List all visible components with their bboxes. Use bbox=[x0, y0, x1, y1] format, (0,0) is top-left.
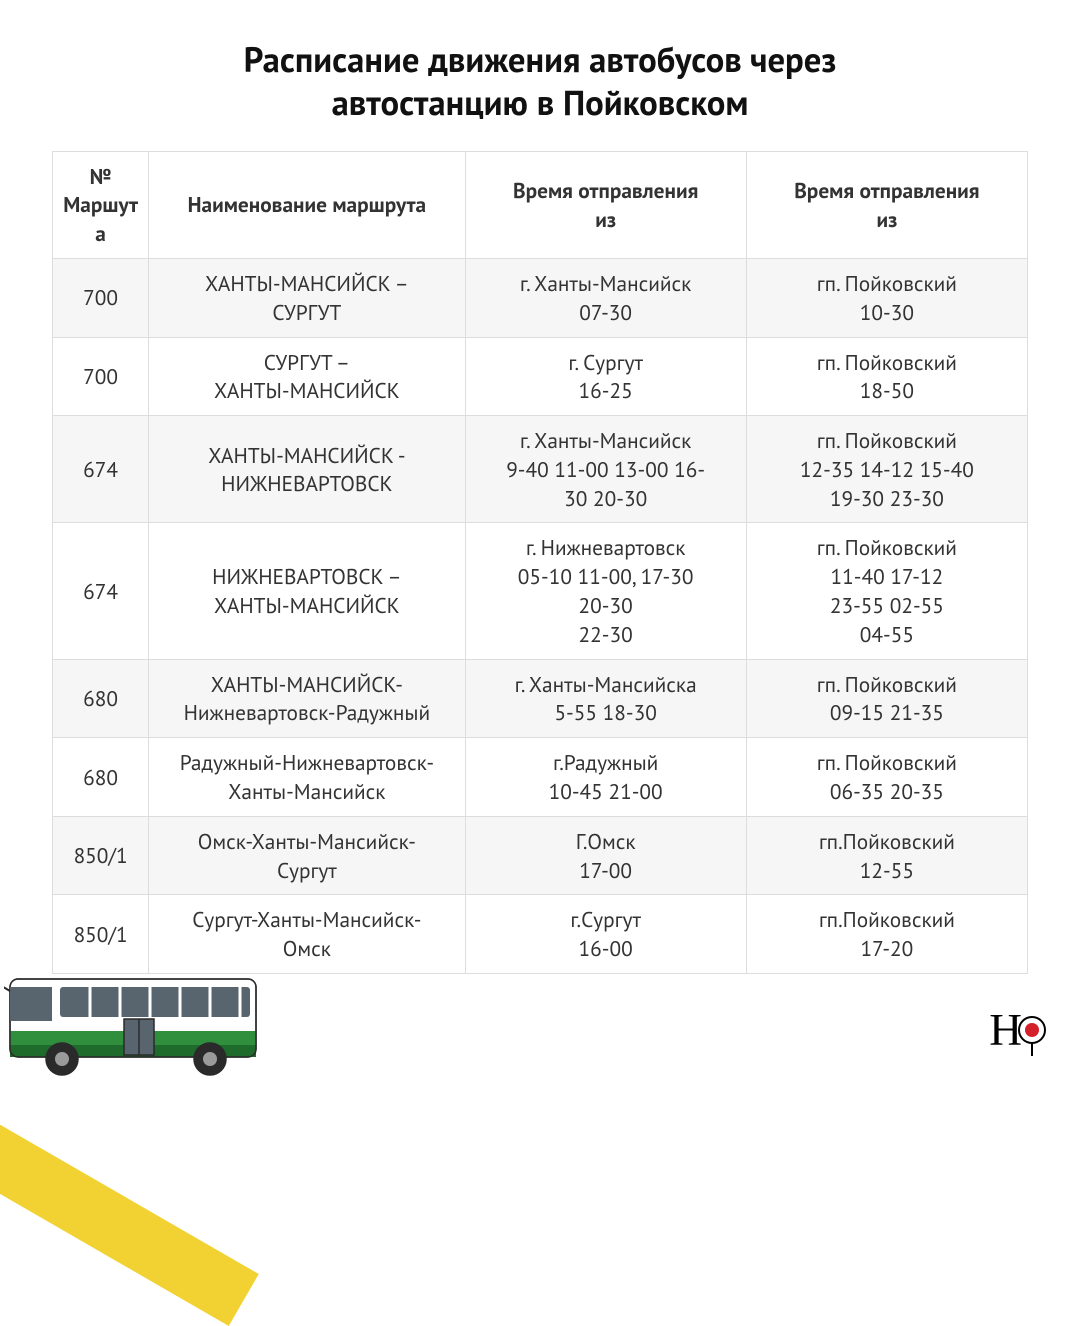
table-cell: 700 bbox=[53, 337, 149, 416]
table-cell: гп.Пойковский17-20 bbox=[746, 895, 1027, 974]
table-cell: 680 bbox=[53, 659, 149, 738]
logo-dot bbox=[1025, 1023, 1039, 1037]
table-cell: гп. Пойковский11-40 17-1223-55 02-5504-5… bbox=[746, 523, 1027, 659]
title-line-1: Расписание движения автобусов через bbox=[244, 37, 837, 82]
table-cell: Г.Омск17-00 bbox=[465, 816, 746, 895]
table-cell: 700 bbox=[53, 259, 149, 338]
logo-mark-icon bbox=[1018, 1016, 1046, 1044]
table-row: 700ХАНТЫ-МАНСИЙСК –СУРГУТг. Ханты-Мансий… bbox=[53, 259, 1028, 338]
column-header: Время отправленияиз bbox=[746, 151, 1027, 258]
table-cell: г. Нижневартовск05-10 11-00, 17-3020-302… bbox=[465, 523, 746, 659]
table-cell: СУРГУТ –ХАНТЫ-МАНСИЙСК bbox=[149, 337, 465, 416]
table-cell: г.Сургут16-00 bbox=[465, 895, 746, 974]
table-cell: 680 bbox=[53, 738, 149, 817]
table-cell: ХАНТЫ-МАНСИЙСК -НИЖНЕВАРТОВСК bbox=[149, 416, 465, 523]
title-line-2: автостанцию в Пойковском bbox=[332, 80, 749, 125]
bus-icon bbox=[4, 961, 264, 1086]
table-cell: г.Радужный10-45 21-00 bbox=[465, 738, 746, 817]
table-cell: 674 bbox=[53, 523, 149, 659]
table-cell: гп. Пойковский09-15 21-35 bbox=[746, 659, 1027, 738]
page-title: Расписание движения автобусов через авто… bbox=[52, 38, 1028, 125]
table-row: 674НИЖНЕВАРТОВСК –ХАНТЫ-МАНСИЙСКг. Нижне… bbox=[53, 523, 1028, 659]
table-cell: г. Сургут16-25 bbox=[465, 337, 746, 416]
table-cell: гп.Пойковский12-55 bbox=[746, 816, 1027, 895]
schedule-table: №МаршутаНаименование маршрутаВремя отпра… bbox=[52, 151, 1028, 974]
yellow-stripe-decoration bbox=[0, 1064, 259, 1326]
table-cell: ХАНТЫ-МАНСИЙСК –СУРГУТ bbox=[149, 259, 465, 338]
table-cell: гп. Пойковский10-30 bbox=[746, 259, 1027, 338]
table-cell: гп. Пойковский06-35 20-35 bbox=[746, 738, 1027, 817]
table-cell: ХАНТЫ-МАНСИЙСК-Нижневартовск-Радужный bbox=[149, 659, 465, 738]
table-header: №МаршутаНаименование маршрутаВремя отпра… bbox=[53, 151, 1028, 258]
table-row: 680ХАНТЫ-МАНСИЙСК-Нижневартовск-Радужный… bbox=[53, 659, 1028, 738]
table-cell: Радужный-Нижневартовск-Ханты-Мансийск bbox=[149, 738, 465, 817]
table-cell: гп. Пойковский18-50 bbox=[746, 337, 1027, 416]
page: Расписание движения автобусов через авто… bbox=[0, 0, 1080, 1080]
table-cell: г. Ханты-Мансийска5-55 18-30 bbox=[465, 659, 746, 738]
table-cell: г. Ханты-Мансийск9-40 11-00 13-00 16-30 … bbox=[465, 416, 746, 523]
column-header: №Маршута bbox=[53, 151, 149, 258]
table-cell: 674 bbox=[53, 416, 149, 523]
column-header: Время отправленияиз bbox=[465, 151, 746, 258]
column-header: Наименование маршрута bbox=[149, 151, 465, 258]
table-row: 850/1Омск-Ханты-Мансийск-СургутГ.Омск17-… bbox=[53, 816, 1028, 895]
table-cell: г. Ханты-Мансийск07-30 bbox=[465, 259, 746, 338]
table-cell: 850/1 bbox=[53, 816, 149, 895]
table-row: 680Радужный-Нижневартовск-Ханты-Мансийск… bbox=[53, 738, 1028, 817]
table-row: 674ХАНТЫ-МАНСИЙСК -НИЖНЕВАРТОВСКг. Ханты… bbox=[53, 416, 1028, 523]
table-row: 700СУРГУТ –ХАНТЫ-МАНСИЙСКг. Сургут16-25г… bbox=[53, 337, 1028, 416]
logo: Н bbox=[989, 1004, 1046, 1056]
table-body: 700ХАНТЫ-МАНСИЙСК –СУРГУТг. Ханты-Мансий… bbox=[53, 259, 1028, 974]
table-cell: гп. Пойковский12-35 14-12 15-4019-30 23-… bbox=[746, 416, 1027, 523]
table-cell: НИЖНЕВАРТОВСК –ХАНТЫ-МАНСИЙСК bbox=[149, 523, 465, 659]
table-cell: Омск-Ханты-Мансийск-Сургут bbox=[149, 816, 465, 895]
logo-stem bbox=[1031, 1042, 1033, 1056]
logo-letter: Н bbox=[989, 1004, 1020, 1056]
